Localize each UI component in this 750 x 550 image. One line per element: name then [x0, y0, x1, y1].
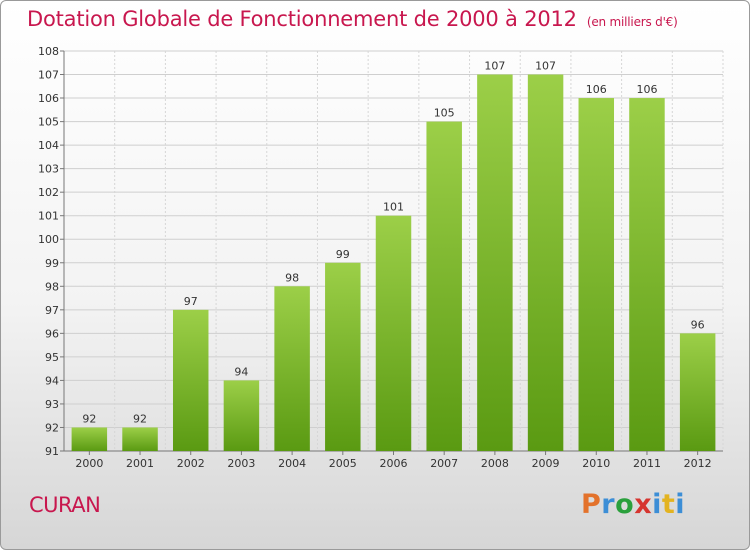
y-tick-label: 97: [45, 304, 59, 317]
x-tick-label: 2004: [278, 457, 306, 470]
x-tick-label: 2007: [430, 457, 458, 470]
y-tick-label: 92: [45, 421, 59, 434]
bar: [629, 98, 665, 451]
chart-subtitle: (en milliers d'€): [586, 15, 678, 29]
bars: [71, 74, 716, 452]
x-tick-label: 2012: [684, 457, 712, 470]
data-label: 94: [234, 365, 248, 378]
logo-letter: o: [615, 489, 635, 520]
proxiti-logo: Proxiti: [581, 489, 685, 520]
bar: [172, 309, 209, 451]
data-label: 99: [336, 248, 350, 261]
bar: [578, 98, 615, 451]
logo-letter: P: [581, 489, 602, 520]
data-label: 96: [691, 318, 705, 331]
x-tick-label: 2000: [75, 457, 103, 470]
logo-letter: x: [634, 489, 653, 520]
x-tick-label: 2002: [177, 457, 205, 470]
bar: [679, 333, 716, 451]
x-tick-label: 2001: [126, 457, 154, 470]
data-label: 107: [484, 60, 505, 73]
x-tick-label: 2006: [380, 457, 408, 470]
y-tick-label: 107: [38, 69, 59, 82]
y-tick-label: 91: [45, 445, 59, 458]
bar: [122, 427, 158, 451]
chart-title: Dotation Globale de Fonctionnement de 20…: [27, 7, 678, 31]
commune-name: CURAN: [29, 493, 101, 517]
logo-letter: t: [661, 489, 676, 520]
y-tick-label: 101: [38, 210, 59, 223]
data-label: 98: [285, 271, 299, 284]
logo-letter: r: [601, 489, 616, 520]
bar: [325, 262, 361, 451]
data-labels: 92 92 97 94 98 99 101 105 107 107 106 106 96: [82, 60, 704, 426]
x-tick-label: 2011: [633, 457, 661, 470]
axes: 91 92 93 94 95 96 97 98 99 100 101 102 103 104 105 106 1…: [38, 45, 723, 470]
x-tick-label: 2010: [582, 457, 610, 470]
data-label: 105: [434, 107, 455, 120]
logo-letter: i: [652, 489, 662, 520]
data-label: 106: [636, 83, 657, 96]
bar: [71, 427, 108, 451]
y-tick-label: 105: [38, 116, 59, 129]
y-tick-label: 94: [45, 374, 59, 387]
y-tick-label: 106: [38, 92, 59, 105]
bar: [527, 74, 564, 451]
x-tick-label: 2003: [227, 457, 255, 470]
bar: [274, 286, 310, 451]
data-label: 101: [383, 201, 404, 214]
data-label: 92: [82, 412, 96, 425]
chart-title-text: Dotation Globale de Fonctionnement de 20…: [27, 7, 577, 31]
data-label: 92: [133, 412, 147, 425]
y-tick-label: 108: [38, 45, 59, 58]
y-tick-label: 96: [45, 327, 59, 340]
y-tick-label: 102: [38, 186, 59, 199]
data-label: 107: [535, 60, 556, 73]
y-tick-label: 104: [38, 139, 59, 152]
bar: [426, 121, 462, 452]
bar: [375, 215, 412, 451]
bar: [223, 380, 260, 451]
data-label: 97: [184, 295, 198, 308]
y-tick-label: 99: [45, 257, 59, 270]
y-tick-label: 95: [45, 351, 59, 364]
y-tick-label: 93: [45, 398, 59, 411]
bar: [477, 74, 513, 451]
y-tick-label: 103: [38, 163, 59, 176]
data-label: 106: [586, 83, 607, 96]
x-tick-label: 2005: [329, 457, 357, 470]
logo-letter: i: [675, 489, 686, 520]
x-tick-label: 2008: [481, 457, 509, 470]
x-tick-label: 2009: [532, 457, 560, 470]
y-tick-label: 98: [45, 280, 59, 293]
y-tick-label: 100: [38, 233, 59, 246]
